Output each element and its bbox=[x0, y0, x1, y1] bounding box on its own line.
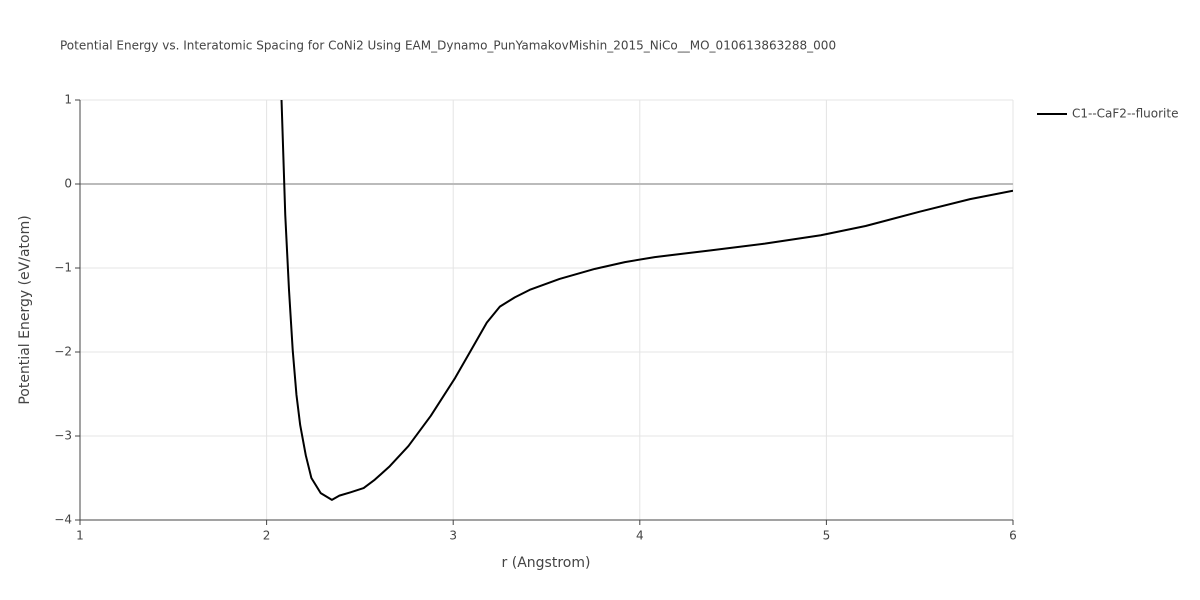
x-tick-label: 2 bbox=[263, 529, 271, 543]
y-axis-title: Potential Energy (eV/atom) bbox=[17, 215, 33, 404]
y-tick-label: −4 bbox=[54, 513, 72, 527]
y-tick-label: 1 bbox=[64, 93, 72, 107]
y-tick-label: −2 bbox=[54, 345, 72, 359]
y-tick-label: −3 bbox=[54, 429, 72, 443]
legend-label: C1--CaF2--fluorite bbox=[1072, 107, 1178, 121]
x-tick-label: 4 bbox=[636, 529, 644, 543]
chart-title: Potential Energy vs. Interatomic Spacing… bbox=[60, 39, 836, 53]
y-tick-label: −1 bbox=[54, 261, 72, 275]
x-tick-label: 6 bbox=[1009, 529, 1017, 543]
x-tick-label: 5 bbox=[823, 529, 831, 543]
x-tick-label: 1 bbox=[76, 529, 84, 543]
plot-area bbox=[280, 100, 1013, 501]
y-tick-label: 0 bbox=[64, 177, 72, 191]
x-axis-title: r (Angstrom) bbox=[502, 555, 591, 571]
x-tick-label: 3 bbox=[449, 529, 457, 543]
data-line bbox=[280, 100, 1013, 501]
